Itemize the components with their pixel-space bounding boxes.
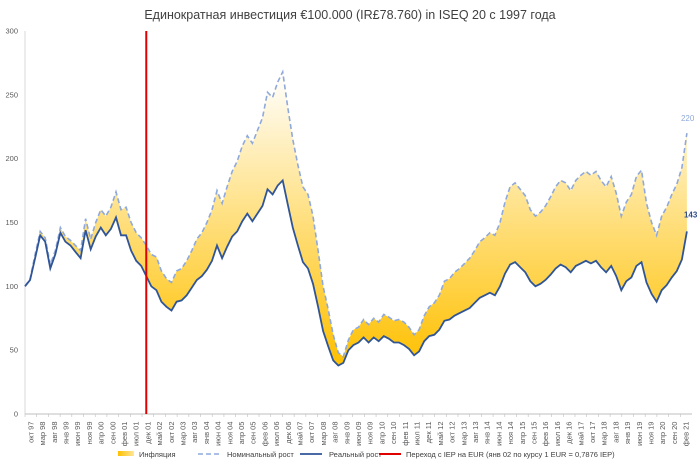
x-tick-label: дек 06: [284, 422, 293, 444]
x-tick-label: сен 05: [249, 422, 258, 445]
x-tick-label: июн 99: [73, 422, 82, 446]
y-axis: 0 50 100 150 200 250 300: [5, 27, 26, 419]
x-tick-label: авг 03: [190, 422, 199, 443]
x-tick-label: авг 08: [331, 422, 340, 443]
x-tick-label: мар 03: [178, 422, 187, 446]
y-tick-label: 200: [5, 154, 18, 163]
x-tick-label: авг 98: [50, 422, 59, 443]
nominal-end-label: 220: [681, 114, 695, 123]
legend-transition-label: Переход с IEP на EUR (янв 02 по курсу 1 …: [406, 450, 615, 459]
x-tick-label: ноя 99: [85, 422, 94, 445]
x-tick-label: окт 12: [448, 422, 457, 443]
inflation-area: [25, 71, 687, 366]
x-tick-label: ноя 09: [366, 422, 375, 445]
x-tick-label: окт 02: [167, 422, 176, 443]
y-tick-label: 0: [14, 410, 18, 419]
x-tick-label: ноя 04: [225, 422, 234, 445]
x-tick-label: дек 11: [424, 422, 433, 444]
x-tick-label: июн 04: [214, 422, 223, 446]
x-tick-label: дек 01: [143, 422, 152, 444]
x-tick-label: фев 06: [260, 422, 269, 447]
legend: Инфляция Номинальный рост Реальный рост …: [118, 450, 615, 459]
x-tick-label: сен 00: [108, 422, 117, 445]
x-tick-label: июн 19: [635, 422, 644, 446]
x-tick-label: май 12: [436, 422, 445, 446]
x-tick-label: фев 21: [682, 422, 691, 447]
y-tick-label: 150: [5, 218, 18, 227]
y-tick-label: 100: [5, 282, 18, 291]
x-tick-label: май 02: [155, 422, 164, 446]
x-tick-label: окт 97: [26, 422, 35, 443]
x-tick-label: апр 15: [518, 422, 527, 445]
x-tick-label: авг 18: [611, 422, 620, 443]
x-tick-label: апр 10: [377, 422, 386, 445]
nominal-growth-line: [24, 69, 688, 358]
x-tick-label: сен 10: [389, 422, 398, 445]
x-tick-label: мар 08: [319, 422, 328, 446]
chart-title: Единократная инвестиция €100.000 (IR£78.…: [144, 8, 555, 22]
x-tick-label: дек 16: [565, 422, 574, 444]
x-tick-label: май 07: [295, 422, 304, 446]
x-tick-label: янв 14: [483, 422, 492, 445]
x-tick-label: июн 09: [354, 422, 363, 446]
x-tick-label: янв 99: [61, 422, 70, 445]
x-tick-label: май 17: [576, 422, 585, 446]
legend-real-label: Реальный рост: [329, 450, 382, 459]
x-tick-label: окт 17: [588, 422, 597, 443]
x-tick-label: сен 15: [530, 422, 539, 445]
x-tick-label: мар 98: [38, 422, 47, 446]
x-tick-label: фев 11: [401, 422, 410, 446]
x-tick-label: июл 06: [272, 422, 281, 446]
x-tick-label: фев 16: [541, 422, 550, 447]
x-tick-label: авг 13: [471, 422, 480, 443]
y-tick-label: 50: [10, 346, 18, 355]
x-tick-label: янв 19: [623, 422, 632, 445]
x-tick-label: июл 11: [413, 422, 422, 446]
x-tick-label: июл 01: [132, 422, 141, 446]
x-tick-label: апр 00: [97, 422, 106, 445]
x-tick-label: апр 05: [237, 422, 246, 445]
x-tick-label: сен 20: [670, 422, 679, 445]
x-tick-label: окт 07: [307, 422, 316, 443]
x-tick-label: июл 16: [553, 422, 562, 446]
x-tick-label: янв 09: [342, 422, 351, 445]
real-end-label: 143: [684, 210, 698, 219]
y-tick-label: 250: [5, 90, 18, 99]
legend-inflation-swatch: [118, 451, 134, 456]
x-tick-label: мар 13: [459, 422, 468, 446]
legend-inflation-label: Инфляция: [139, 450, 176, 459]
x-tick-label: мар 18: [600, 422, 609, 446]
x-tick-label: янв 04: [202, 422, 211, 445]
x-tick-label: ноя 19: [647, 422, 656, 445]
x-tick-label: фев 01: [120, 422, 129, 447]
x-tick-label: июн 14: [494, 421, 503, 445]
legend-nominal-label: Номинальный рост: [227, 450, 294, 459]
y-tick-label: 300: [5, 27, 18, 36]
x-tick-label: апр 20: [658, 422, 667, 445]
x-tick-label: ноя 14: [506, 422, 515, 445]
real-growth-line: [24, 178, 688, 367]
x-axis: окт 97 мар 98 авг 98 янв 99 июн 99 ноя 99 апр …: [24, 413, 692, 447]
